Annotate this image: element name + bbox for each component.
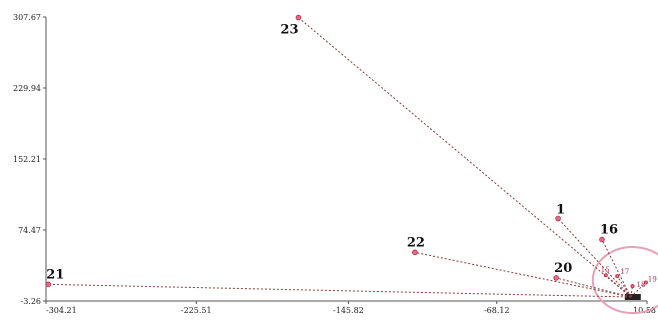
x-tick-label: -145.82 xyxy=(333,306,364,315)
point-1 xyxy=(555,215,561,222)
plot-frame xyxy=(45,17,647,302)
axis-ticks: 307.67 229.94 152.21 74.47 -3.26 -304.21 -225.… xyxy=(13,13,656,315)
point-17 xyxy=(615,274,620,279)
x-tick-label: -304.21 xyxy=(46,306,77,315)
point-label-21: 21 xyxy=(46,267,64,282)
leader-line-21 xyxy=(48,283,631,298)
y-tick-label: 229.94 xyxy=(13,84,41,93)
leader-line-15 xyxy=(605,274,632,298)
point-label-16: 16 xyxy=(600,223,618,238)
origin-marker xyxy=(624,294,641,301)
point-label-15: 15 xyxy=(601,266,610,274)
point-label-18: 18 xyxy=(637,281,646,289)
data-points xyxy=(45,14,648,289)
y-tick-label: 74.47 xyxy=(18,226,41,235)
point-label-23: 23 xyxy=(280,23,298,38)
point-label-1: 1 xyxy=(556,203,565,218)
y-tick-label: 307.67 xyxy=(13,13,41,22)
point-23 xyxy=(295,14,302,21)
point-19 xyxy=(643,280,648,285)
leader-line-20 xyxy=(556,277,631,298)
point-label-20: 20 xyxy=(554,261,572,276)
x-tick-label: -225.51 xyxy=(181,306,212,315)
leader-line-17 xyxy=(616,275,632,298)
point-label-17: 17 xyxy=(620,268,629,276)
point-22 xyxy=(412,249,418,256)
highlight-layer xyxy=(591,246,658,315)
leader-line-23 xyxy=(298,17,632,298)
leader-line-1 xyxy=(557,218,632,298)
leader-line-19 xyxy=(630,282,647,298)
x-tick-label: 10.58 xyxy=(633,306,656,315)
point-15 xyxy=(603,273,608,278)
y-tick-label: -3.26 xyxy=(20,297,41,306)
x-tick-label: -68.12 xyxy=(484,306,510,315)
point-18 xyxy=(630,284,635,289)
point-label-19: 19 xyxy=(648,275,657,283)
y-tick-label: 152.21 xyxy=(13,155,41,164)
leader-line-16 xyxy=(601,239,632,298)
point-21 xyxy=(45,281,52,288)
point-16 xyxy=(599,236,605,243)
leader-line-22 xyxy=(414,251,631,298)
point-label-22: 22 xyxy=(407,235,425,250)
leader-lines xyxy=(48,17,647,298)
highlight-circle xyxy=(591,246,658,315)
point-20 xyxy=(553,275,559,281)
